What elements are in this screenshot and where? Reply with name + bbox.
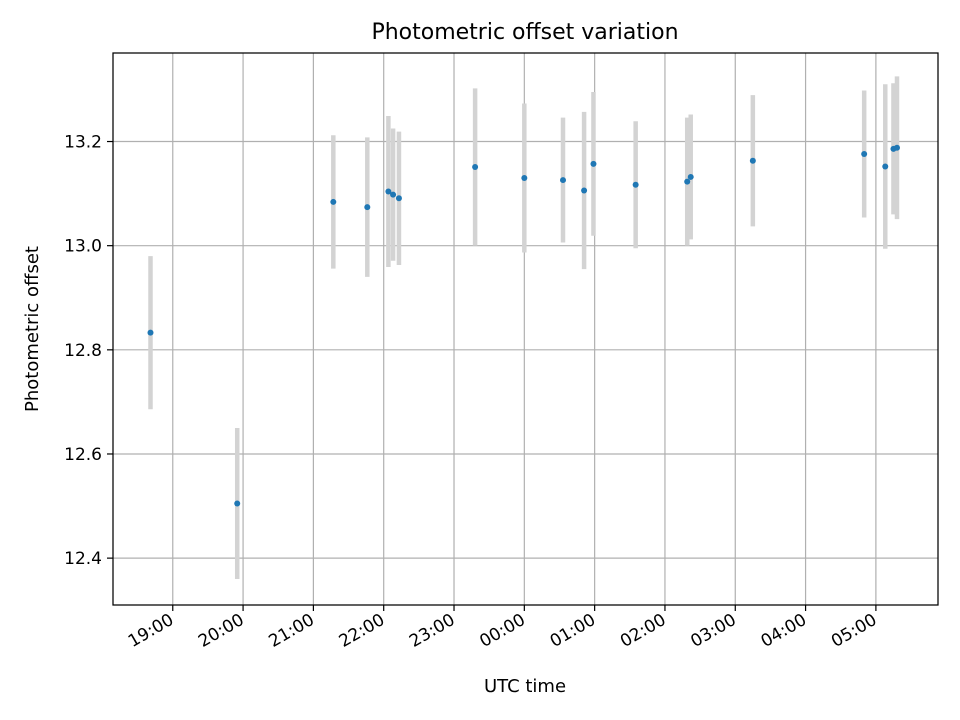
data-point (893, 144, 900, 151)
y-axis-label: Photometric offset (22, 246, 43, 412)
data-point (632, 181, 639, 188)
data-point (385, 188, 392, 195)
plot-frame (112, 52, 939, 606)
y-tick-label: 12.4 (64, 549, 102, 569)
data-point (882, 163, 889, 170)
data-point (560, 177, 566, 184)
data-point (581, 187, 588, 194)
y-tick-label: 13.2 (64, 133, 102, 153)
data-point (749, 157, 756, 164)
data-point (687, 173, 694, 180)
x-axis-label: UTC time (484, 676, 566, 697)
data-point (590, 160, 597, 167)
data-point (395, 195, 402, 202)
data-point (390, 191, 397, 198)
y-tick-label: 13.0 (64, 237, 102, 257)
y-tick-label: 12.6 (64, 445, 102, 465)
data-points (147, 144, 900, 507)
chart-title: Photometric offset variation (371, 20, 678, 45)
data-point (472, 164, 479, 171)
data-point (521, 174, 528, 181)
data-point (234, 500, 241, 507)
y-tick-label: 12.8 (64, 341, 102, 361)
data-point (861, 151, 868, 158)
data-point (684, 178, 691, 185)
data-point (364, 204, 371, 211)
y-axis-ticks: 12.4 12.6 12.8 13.0 13.2 (64, 133, 113, 569)
data-point (330, 198, 337, 205)
data-point (147, 329, 154, 336)
